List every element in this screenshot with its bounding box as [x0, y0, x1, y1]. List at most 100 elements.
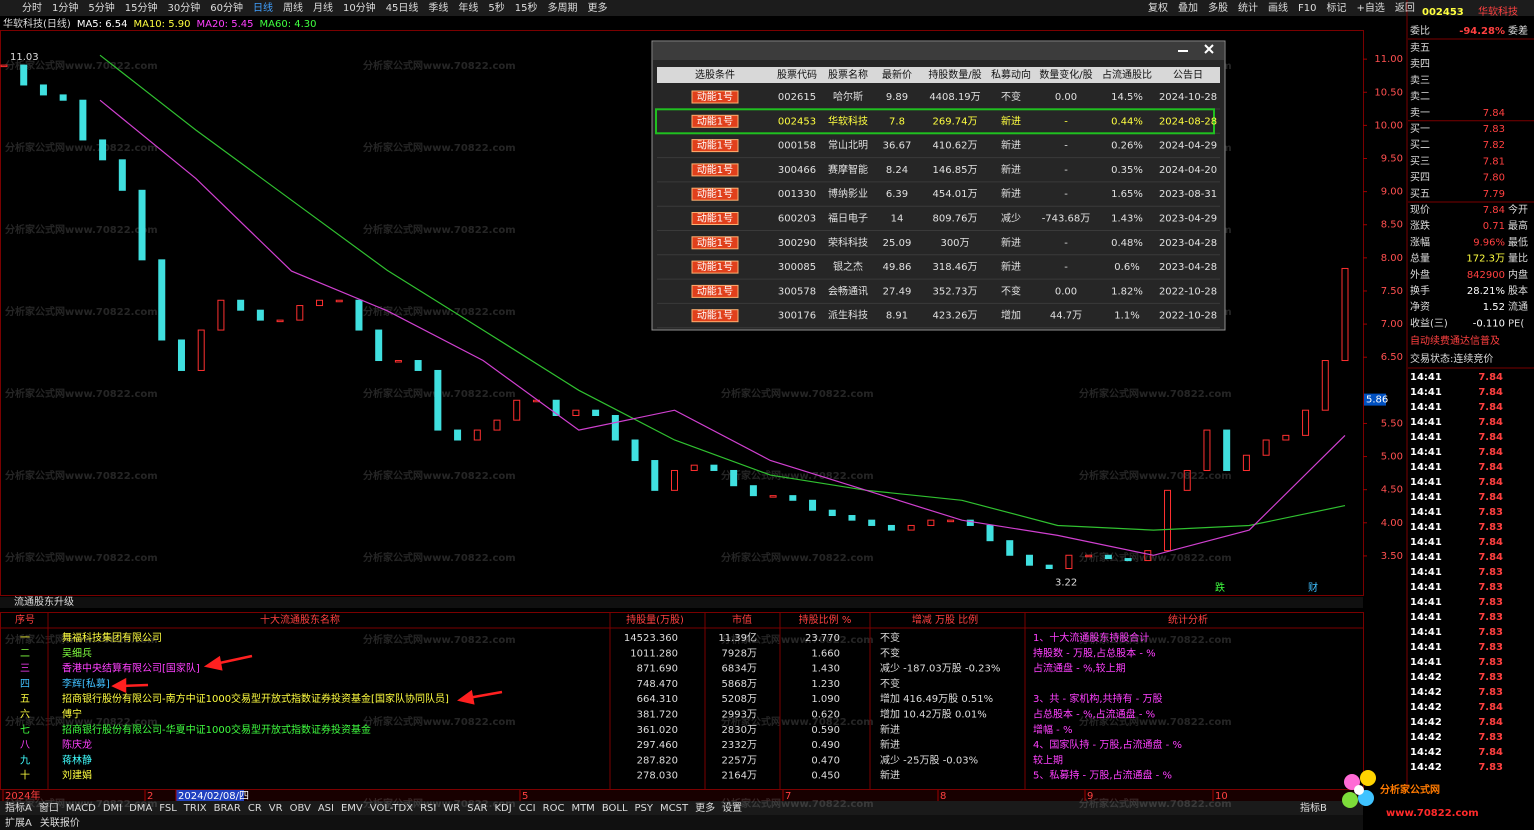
tool-button[interactable]: 统计 — [1238, 1, 1258, 14]
condition-button[interactable] — [691, 163, 739, 177]
holders-titlebar — [0, 597, 1363, 608]
indicator-tab[interactable]: 更多 — [695, 801, 715, 814]
indicator-tab[interactable]: DMA — [129, 803, 152, 814]
holder-name: 吴细兵 — [62, 646, 92, 659]
current-price-label: 5.86 — [1366, 395, 1388, 406]
popup-cell: 25.09 — [883, 238, 912, 249]
holder-shares: 664.310 — [637, 694, 678, 705]
indicator-tab[interactable]: 指标B — [1300, 801, 1327, 814]
period-button[interactable]: 45日线 — [386, 1, 419, 14]
indicator-tab[interactable]: FSL — [159, 803, 177, 814]
watermark: 分析家公式网www.70822.com — [363, 551, 516, 564]
indicator-tab[interactable]: 指标A — [5, 801, 32, 814]
close-button[interactable] — [1204, 44, 1214, 54]
candle — [651, 460, 659, 491]
indicator-tab[interactable]: SAR — [467, 803, 487, 814]
indicator-tab[interactable]: PSY — [635, 803, 654, 814]
condition-button[interactable] — [691, 309, 739, 323]
tool-button[interactable]: 多股 — [1208, 1, 1228, 14]
period-button[interactable]: 周线 — [283, 1, 303, 14]
indicator-tab[interactable]: VOL-TDX — [370, 803, 413, 814]
ma20-line — [99, 99, 1346, 556]
footer-tab[interactable]: 关联报价 — [40, 816, 80, 829]
indicator-tab[interactable]: RSI — [420, 803, 436, 814]
candle — [631, 439, 639, 462]
popup-cell: -743.68万 — [1042, 214, 1091, 225]
indicator-tab[interactable]: MTM — [571, 803, 594, 814]
period-button[interactable]: 季线 — [428, 1, 448, 14]
candle — [887, 524, 895, 531]
candle — [355, 299, 363, 331]
tool-button[interactable]: 复权 — [1148, 1, 1168, 14]
indicator-tab[interactable]: ROC — [543, 803, 565, 814]
period-button[interactable]: 更多 — [588, 1, 608, 14]
tool-button[interactable]: 叠加 — [1178, 2, 1198, 14]
period-button[interactable]: 60分钟 — [210, 1, 243, 14]
condition-button[interactable] — [691, 90, 739, 104]
popup-cell: 352.73万 — [933, 286, 978, 297]
period-button[interactable]: 15分钟 — [125, 1, 158, 14]
period-button[interactable]: 1分钟 — [52, 1, 78, 14]
popup-cell: 6.39 — [886, 189, 908, 200]
indicator-tab[interactable]: CR — [248, 803, 262, 814]
indicator-tab[interactable]: BRAR — [214, 803, 241, 814]
stat-value: 9.96% — [1473, 237, 1505, 248]
condition-button[interactable] — [691, 260, 739, 274]
y-tick-label: 7.50 — [1381, 286, 1403, 297]
period-button[interactable]: 30分钟 — [167, 1, 200, 14]
popup-cell: 002615 — [778, 92, 816, 103]
tool-button[interactable]: 画线 — [1268, 1, 1288, 14]
row-number: 十 — [20, 769, 30, 782]
time-label: 2024年 — [5, 789, 40, 802]
popup-cell: 000158 — [778, 141, 816, 152]
indicator-tab[interactable]: 设置 — [722, 802, 742, 814]
indicator-tab[interactable]: DMI — [103, 803, 122, 814]
indicator-tab[interactable]: BOLL — [602, 803, 628, 814]
tool-button[interactable]: 返回 — [1395, 2, 1415, 14]
condition-button[interactable] — [691, 212, 739, 225]
row-number: 二 — [20, 648, 30, 659]
indicator-tab[interactable]: OBV — [290, 803, 311, 814]
popup-cell: 2022-10-28 — [1159, 311, 1217, 322]
high-label: 11.03 — [10, 52, 39, 63]
indicator-tab[interactable]: TRIX — [183, 803, 207, 814]
current-price-box — [1364, 393, 1386, 406]
candle — [789, 495, 797, 501]
period-button[interactable]: 5分钟 — [88, 1, 114, 14]
indicator-tab[interactable]: WR — [443, 803, 460, 814]
indicator-tab[interactable]: MACD — [66, 803, 96, 814]
arrow-head — [457, 689, 475, 705]
candle — [769, 495, 777, 498]
condition-button[interactable] — [691, 114, 739, 128]
indicator-tab[interactable]: MCST — [660, 803, 689, 814]
indicator-tab[interactable]: VR — [269, 803, 283, 814]
indicator-tab[interactable]: 窗口 — [39, 801, 59, 814]
period-button[interactable]: 年线 — [458, 1, 478, 14]
row-number: 四 — [20, 679, 30, 690]
tool-button[interactable]: F10 — [1298, 3, 1316, 14]
condition-button[interactable] — [691, 284, 739, 298]
indicator-tab[interactable]: ASI — [318, 803, 334, 814]
book-label: 买三 — [1410, 155, 1430, 167]
period-button[interactable]: 多周期 — [548, 1, 578, 14]
holder-ratio: 1.090 — [811, 694, 840, 705]
indicator-tab[interactable]: EMV — [341, 803, 363, 814]
tool-button[interactable]: +自选 — [1356, 1, 1384, 14]
holder-change: 新进 — [880, 769, 900, 782]
watermark: 分析家公式网www.70822.com — [363, 469, 516, 482]
indicator-tab[interactable]: CCI — [519, 803, 536, 814]
period-button[interactable]: 5秒 — [488, 1, 504, 14]
footer-tab[interactable]: 扩展A — [5, 816, 32, 829]
period-button[interactable]: 日线 — [253, 1, 273, 14]
condition-button[interactable] — [691, 139, 739, 153]
condition-button[interactable] — [691, 236, 739, 250]
popup-cell: 新进 — [1001, 163, 1021, 176]
period-button[interactable]: 15秒 — [515, 1, 538, 14]
period-button[interactable]: 分时 — [22, 2, 42, 14]
tick-time: 14:41 — [1410, 402, 1442, 413]
indicator-tab[interactable]: KDJ — [494, 803, 511, 814]
period-button[interactable]: 月线 — [313, 1, 333, 14]
period-button[interactable]: 10分钟 — [343, 1, 376, 14]
condition-button[interactable] — [691, 187, 739, 201]
tool-button[interactable]: 标记 — [1326, 2, 1346, 14]
